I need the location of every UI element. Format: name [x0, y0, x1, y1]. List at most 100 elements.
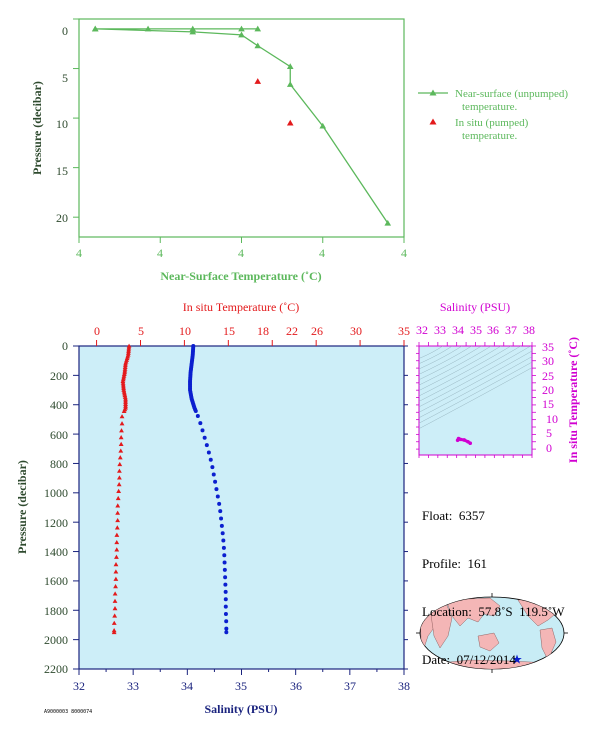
ts-temp-tick-7: 0 [546, 441, 552, 455]
top-chart-ticks [73, 18, 405, 243]
p-tick-1: 200 [50, 369, 68, 383]
unpumped-point [384, 219, 392, 226]
temp-point [114, 532, 120, 537]
salinity-point [223, 582, 228, 587]
density-contour [419, 361, 532, 424]
map-land-australia [477, 632, 500, 652]
p-tick-2: 400 [50, 398, 68, 412]
p-tick-7: 1400 [44, 545, 68, 559]
ts-temp-tick-5: 10 [546, 412, 558, 426]
salinity-point [222, 560, 227, 565]
p-tick-4: 800 [50, 457, 68, 471]
pressure-tick-labels: 0 200 400 600 800 1000 1200 1400 1600 18… [44, 339, 68, 676]
unpumped-point [144, 25, 152, 32]
temp-point [112, 598, 118, 603]
salinity-point [223, 611, 228, 616]
temp-point [115, 517, 121, 523]
top-y-label: Pressure (decibar) [30, 81, 44, 175]
salinity-point [218, 509, 223, 514]
temp-point [119, 428, 124, 433]
temp-point [122, 370, 128, 375]
legend-unpumped-label-1: Near-surface (unpumped) [455, 88, 568, 100]
float-location-star [512, 654, 522, 664]
sal-tick-1: 33 [127, 679, 139, 693]
temp-point [117, 461, 123, 467]
top-chart-frame [78, 18, 405, 238]
temp-point [119, 421, 125, 426]
salinity-point [200, 428, 205, 433]
sal-tick-2: 34 [181, 679, 193, 693]
sal-tick-0: 32 [73, 679, 85, 693]
ts-sal-tick-0: 32 [416, 323, 428, 337]
world-map [416, 593, 568, 673]
legend-pumped-label-1: In situ (pumped) [455, 117, 529, 129]
temp-point [118, 448, 124, 453]
ts-top-label: Salinity (PSU) [440, 300, 510, 314]
temp-point [113, 584, 118, 589]
salinity-point [219, 516, 224, 521]
ts-temp-tick-0: 35 [542, 340, 554, 354]
density-contour [419, 367, 532, 429]
temp-point [120, 377, 126, 382]
ts-temp-tick-3: 20 [542, 383, 554, 397]
temp-tick-labels: 0 5 10 15 18 22 26 30 35 [94, 324, 410, 338]
legend-pumped-marker [429, 118, 437, 125]
legend-unpumped-marker [429, 89, 437, 96]
salinity-point [211, 472, 216, 477]
temp-tick-8: 35 [398, 324, 410, 338]
unpumped-point [319, 122, 327, 129]
salinity-point [206, 450, 211, 455]
temp-point [117, 455, 123, 460]
pumped-point [254, 78, 262, 84]
sal-tick-3: 35 [235, 679, 247, 693]
top-x-tick-1: 4 [157, 246, 163, 260]
ts-sal-tick-6: 38 [523, 323, 535, 337]
temp-point [121, 373, 127, 378]
temp-point [111, 629, 117, 635]
unpumped-line [95, 28, 389, 224]
legend-unpumped-label-2: temperature. [462, 101, 518, 113]
float-info: Float: 6357 Profile: 161 Location: 57.8˚… [422, 476, 565, 684]
temp-point [115, 503, 121, 508]
main-chart-series [111, 343, 229, 635]
temp-tick-6: 26 [311, 324, 323, 338]
unpumped-point [254, 42, 262, 49]
temp-point [111, 620, 117, 625]
sal-tick-6: 38 [398, 679, 410, 693]
unpumped-point [189, 28, 197, 35]
ts-point [458, 437, 463, 442]
top-y-tick-2: 10 [56, 117, 68, 131]
temp-tick-3: 15 [223, 324, 235, 338]
top-legend: Near-surface (unpumped) temperature. In … [418, 88, 568, 142]
temp-point [114, 547, 120, 552]
top-chart-series [91, 25, 392, 226]
density-contour [419, 346, 463, 370]
temp-point [113, 561, 119, 567]
sal-tick-5: 37 [344, 679, 356, 693]
salinity-point [213, 479, 218, 484]
temp-point [118, 441, 124, 446]
density-contour [419, 346, 492, 386]
salinity-point [223, 589, 228, 594]
ts-sal-tick-labels: 32 33 34 35 36 37 38 [416, 323, 535, 337]
pumped-point [286, 119, 294, 126]
map-land [420, 597, 561, 669]
temp-point [114, 525, 120, 530]
top-y-tick-4: 20 [56, 211, 68, 225]
top-y-tick-1: 5 [62, 71, 68, 85]
salinity-point [224, 619, 229, 624]
top-y-tick-0: 0 [62, 24, 68, 38]
temp-point [122, 392, 128, 398]
ts-chart: Salinity (PSU) 32 33 34 35 36 37 38 35 3… [416, 300, 580, 463]
p-tick-6: 1200 [44, 516, 68, 530]
temp-point [115, 495, 121, 501]
temp-point [113, 576, 119, 581]
top-x-label: Near-Surface Temperature (˚C) [160, 269, 321, 283]
density-contour [419, 346, 512, 397]
density-contour [419, 346, 502, 391]
temp-point [119, 414, 125, 419]
temp-tick-4: 18 [257, 324, 269, 338]
float-number: Float: 6357 [422, 508, 485, 523]
unpumped-point [286, 81, 294, 87]
